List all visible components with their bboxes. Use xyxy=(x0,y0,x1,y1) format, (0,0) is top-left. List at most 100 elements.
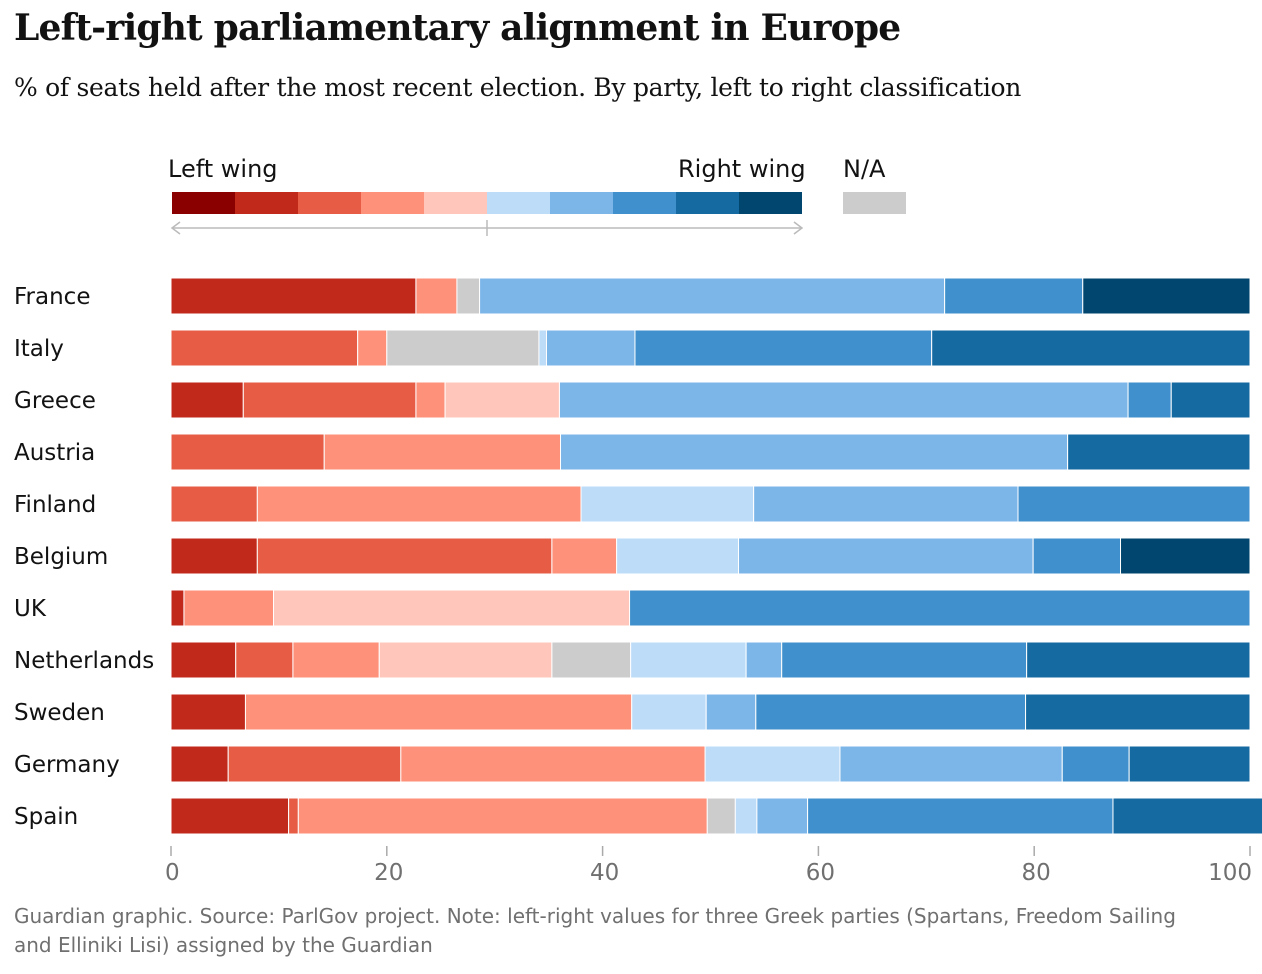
bar-segment xyxy=(1017,485,1251,523)
bar-segment xyxy=(170,797,290,835)
bar-row-netherlands xyxy=(170,641,1251,679)
bar-segment xyxy=(170,641,237,679)
bar-segment xyxy=(558,381,1129,419)
bar-segment xyxy=(545,329,636,367)
legend-swatch-10 xyxy=(739,192,802,214)
bar-segment xyxy=(415,277,458,315)
bar-segment xyxy=(456,277,481,315)
bar-segment xyxy=(444,381,560,419)
bar-segment xyxy=(1112,797,1262,835)
bar-segment xyxy=(631,693,707,731)
bar-segment xyxy=(297,797,708,835)
bar-segment xyxy=(1026,641,1251,679)
bar-segment xyxy=(1032,537,1122,575)
legend-swatch-6 xyxy=(487,192,550,214)
bar-segment xyxy=(323,433,562,471)
footnote: Guardian graphic. Source: ParlGov projec… xyxy=(14,904,1176,957)
bar-segment xyxy=(781,641,1028,679)
legend-swatch-3 xyxy=(298,192,361,214)
bar-segment xyxy=(244,693,633,731)
bars xyxy=(170,277,1262,835)
bar-row-austria xyxy=(170,433,1251,471)
bar-row-sweden xyxy=(170,693,1251,731)
legend-swatch-7 xyxy=(550,192,613,214)
bar-row-finland xyxy=(170,485,1251,523)
legend-arrow xyxy=(170,220,804,236)
bar-row-belgium xyxy=(170,537,1251,575)
bar-segment xyxy=(616,537,740,575)
bar-segment xyxy=(738,537,1034,575)
bar-row-italy xyxy=(170,329,1251,367)
x-axis: 0 20 40 60 80 100 xyxy=(165,846,1252,886)
bar-segment xyxy=(400,745,706,783)
bar-segment xyxy=(705,693,757,731)
stacked-bar-chart: France Italy Greece Austria Finland Belgium UK… xyxy=(14,192,1262,886)
bar-segment xyxy=(551,537,618,575)
bar-segment xyxy=(170,381,244,419)
bar-row-spain xyxy=(170,797,1262,835)
bar-segment xyxy=(706,797,736,835)
bar-segment xyxy=(170,329,359,367)
bar-segment xyxy=(551,641,632,679)
country-label: Italy xyxy=(14,336,64,362)
bar-segment xyxy=(256,485,582,523)
bar-segment xyxy=(378,641,553,679)
bar-segment xyxy=(538,329,547,367)
bar-segment xyxy=(415,381,446,419)
bar-segment xyxy=(386,329,540,367)
bar-segment xyxy=(1082,277,1251,315)
legend-swatch-8 xyxy=(613,192,676,214)
bar-segment xyxy=(235,641,294,679)
legend-left-wing-label: Left wing xyxy=(168,155,278,183)
bar-row-greece xyxy=(170,381,1251,419)
bar-segment xyxy=(807,797,1114,835)
bar-segment xyxy=(170,745,229,783)
legend-swatch-4 xyxy=(361,192,424,214)
country-label: Germany xyxy=(14,752,120,778)
bar-segment xyxy=(560,433,1069,471)
bar-row-germany xyxy=(170,745,1251,783)
country-label: Greece xyxy=(14,388,96,414)
bar-segment xyxy=(1127,381,1172,419)
x-tick-label: 100 xyxy=(1208,860,1252,886)
country-label: Spain xyxy=(14,804,78,830)
bar-segment xyxy=(944,277,1084,315)
legend-na-label: N/A xyxy=(843,155,886,183)
legend-arrow-left-head xyxy=(170,221,181,235)
bar-segment xyxy=(479,277,946,315)
bar-segment xyxy=(630,641,747,679)
legend-swatch-1 xyxy=(172,192,235,214)
legend-swatch-5 xyxy=(424,192,487,214)
bar-segment xyxy=(629,589,1251,627)
bar-segment xyxy=(273,589,631,627)
bar-segment xyxy=(170,537,258,575)
x-tick-label: 0 xyxy=(165,860,180,886)
bar-segment xyxy=(170,589,185,627)
x-tick-label: 40 xyxy=(590,860,619,886)
country-label: France xyxy=(14,284,90,310)
bar-segment xyxy=(734,797,758,835)
chart-title: Left-right parliamentary alignment in Eu… xyxy=(14,7,901,49)
bar-segment xyxy=(227,745,402,783)
bar-segment xyxy=(745,641,783,679)
bar-segment xyxy=(1067,433,1251,471)
bar-segment xyxy=(256,537,553,575)
bar-segment xyxy=(170,485,258,523)
bar-segment xyxy=(170,433,325,471)
bar-segment xyxy=(755,693,1027,731)
bar-segment xyxy=(704,745,841,783)
bar-segment xyxy=(1170,381,1251,419)
bar-segment xyxy=(1025,693,1251,731)
legend-right-wing-label: Right wing xyxy=(678,155,806,183)
bar-segment xyxy=(634,329,933,367)
bar-segment xyxy=(1128,745,1251,783)
country-label: Austria xyxy=(14,440,95,466)
bar-row-france xyxy=(170,277,1251,315)
country-label: Netherlands xyxy=(14,648,154,674)
bar-segment xyxy=(756,797,809,835)
legend-swatch-2 xyxy=(235,192,298,214)
bar-segment xyxy=(753,485,1019,523)
bar-segment xyxy=(931,329,1251,367)
bar-segment xyxy=(357,329,388,367)
bar-segment xyxy=(288,797,299,835)
